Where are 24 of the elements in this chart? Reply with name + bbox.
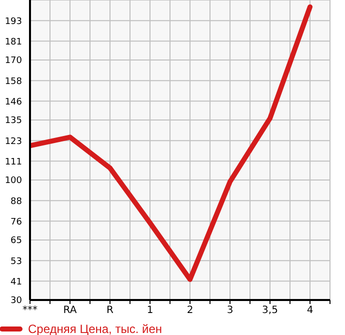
legend-label: Средняя Цена, тыс. йен [28,322,162,335]
x-tick-label: 3,5 [262,305,278,316]
y-tick-label: 181 [4,37,22,48]
x-tick-label: R [106,305,114,316]
y-tick-label: 135 [4,116,22,126]
y-tick-label: 123 [4,136,22,147]
y-tick-label: 100 [4,176,22,186]
y-tick-label: 76 [10,217,22,228]
x-tick-label: 1 [146,305,154,316]
x-tick-label: 3 [226,305,234,316]
x-tick-label: *** [22,305,38,316]
y-tick-label: 65 [10,236,22,246]
x-tick-label: 4 [306,305,314,316]
y-tick-label: 193 [4,16,22,27]
y-tick-label: 53 [10,256,22,267]
y-tick-label: 158 [4,76,22,87]
x-tick-label: RA [63,305,77,316]
y-tick-label: 41 [10,277,22,288]
y-tick-label: 30 [10,296,22,306]
y-tick-label: 88 [10,196,22,207]
y-tick-label: 146 [4,97,22,108]
y-tick-label: 111 [4,157,22,168]
y-tick-label: 170 [4,56,22,66]
x-tick-label: 2 [186,305,194,316]
